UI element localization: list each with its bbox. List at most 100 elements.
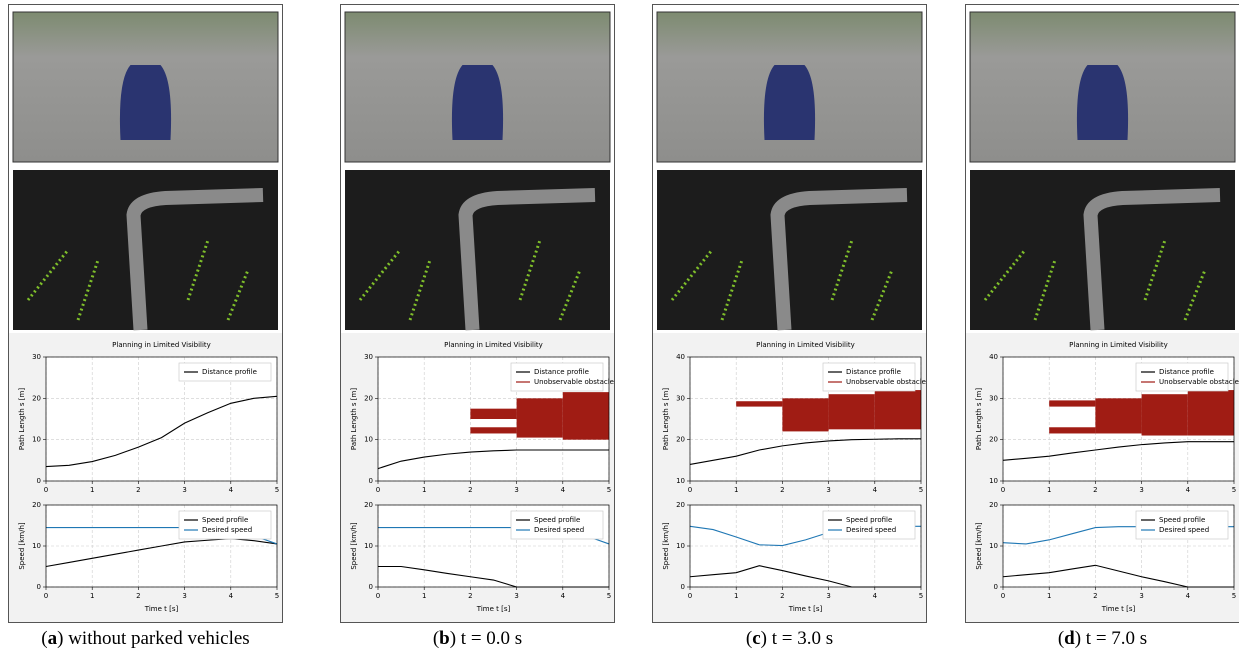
y-tick-label: 10: [676, 477, 685, 485]
y-tick-label: 10: [364, 542, 373, 550]
x-tick-label: 5: [275, 486, 279, 494]
y-tick-label: 0: [37, 477, 41, 485]
y-tick-label: 30: [989, 394, 998, 402]
y-tick-label: 0: [37, 583, 41, 591]
x-tick-label: 0: [376, 592, 380, 600]
y-axis-label: Path Length s [m]: [975, 388, 983, 450]
legend-label: Desired speed: [1159, 526, 1209, 534]
caption-part: ): [57, 628, 68, 649]
x-tick-label: 2: [780, 592, 784, 600]
y-axis-label: Speed [km/h]: [350, 522, 358, 570]
legend-label: Speed profile: [1159, 516, 1205, 524]
legend-label: Speed profile: [202, 516, 248, 524]
car: [1077, 65, 1128, 140]
legend-label: Unobservable obstacle: [1159, 378, 1239, 386]
x-tick-label: 4: [561, 592, 566, 600]
x-tick-label: 2: [136, 592, 140, 600]
legend-label: Distance profile: [202, 368, 257, 376]
x-tick-label: 1: [422, 592, 426, 600]
x-tick-label: 0: [1001, 592, 1005, 600]
x-tick-label: 5: [275, 592, 279, 600]
x-axis-label: Time t [s]: [788, 605, 823, 613]
y-tick-label: 10: [364, 436, 373, 444]
car: [120, 65, 171, 140]
y-tick-label: 20: [32, 394, 41, 402]
y-axis-label: Path Length s [m]: [18, 388, 26, 450]
y-tick-label: 10: [989, 477, 998, 485]
y-axis-label: Path Length s [m]: [662, 388, 670, 450]
legend-label: Unobservable obstacle: [846, 378, 926, 386]
chart-title: Planning in Limited Visibility: [112, 341, 211, 349]
x-tick-label: 1: [422, 486, 426, 494]
x-tick-label: 4: [561, 486, 566, 494]
x-axis-label: Time t [s]: [1101, 605, 1136, 613]
x-tick-label: 5: [607, 592, 611, 600]
x-tick-label: 4: [229, 486, 234, 494]
x-tick-label: 1: [1047, 486, 1051, 494]
y-axis-label: Speed [km/h]: [975, 522, 983, 570]
caption-part: ): [1075, 628, 1086, 649]
x-tick-label: 4: [229, 592, 234, 600]
x-tick-label: 4: [1186, 592, 1191, 600]
x-tick-label: 2: [1093, 592, 1097, 600]
caption-part: a: [48, 628, 58, 649]
caption-part: ): [450, 628, 461, 649]
obstacle: [1142, 394, 1188, 435]
obstacle: [517, 398, 563, 437]
caption: (d) t = 7.0 s: [1058, 628, 1147, 649]
caption: (c) t = 3.0 s: [746, 628, 833, 649]
obstacle: [875, 390, 921, 429]
y-tick-label: 20: [364, 501, 373, 509]
x-tick-label: 0: [44, 486, 48, 494]
chart-title: Planning in Limited Visibility: [756, 341, 855, 349]
y-tick-label: 40: [676, 353, 685, 361]
caption-part: without parked vehicles: [68, 628, 250, 649]
x-tick-label: 2: [136, 486, 140, 494]
caption-part: b: [439, 628, 450, 649]
x-tick-label: 5: [1232, 486, 1236, 494]
x-tick-label: 3: [182, 592, 186, 600]
y-tick-label: 0: [994, 583, 998, 591]
y-tick-label: 20: [676, 436, 685, 444]
y-tick-label: 20: [989, 436, 998, 444]
y-tick-label: 20: [32, 501, 41, 509]
obstacle: [1049, 400, 1095, 406]
caption-part: ): [761, 628, 772, 649]
caption-part: t = 3.0 s: [772, 628, 833, 649]
legend-label: Distance profile: [534, 368, 589, 376]
y-tick-label: 30: [676, 394, 685, 402]
x-tick-label: 2: [1093, 486, 1097, 494]
x-tick-label: 2: [780, 486, 784, 494]
x-tick-label: 3: [1139, 592, 1143, 600]
y-tick-label: 10: [32, 436, 41, 444]
caption: (b) t = 0.0 s: [433, 628, 522, 649]
y-tick-label: 20: [676, 501, 685, 509]
x-tick-label: 5: [1232, 592, 1236, 600]
x-tick-label: 1: [734, 592, 738, 600]
chart-title: Planning in Limited Visibility: [1069, 341, 1168, 349]
legend-label: Distance profile: [846, 368, 901, 376]
x-tick-label: 2: [468, 592, 472, 600]
caption-part: t = 0.0 s: [461, 628, 522, 649]
legend-label: Unobservable obstacle: [534, 378, 614, 386]
x-tick-label: 0: [688, 592, 692, 600]
y-tick-label: 20: [989, 501, 998, 509]
x-tick-label: 0: [44, 592, 48, 600]
obstacle: [1095, 398, 1141, 433]
y-tick-label: 10: [989, 542, 998, 550]
x-tick-label: 3: [514, 592, 518, 600]
obstacle: [470, 409, 516, 419]
caption: (a) without parked vehicles: [41, 628, 249, 649]
obstacle: [1188, 390, 1234, 435]
x-tick-label: 1: [1047, 592, 1051, 600]
legend-label: Desired speed: [846, 526, 896, 534]
x-tick-label: 1: [734, 486, 738, 494]
y-tick-label: 40: [989, 353, 998, 361]
x-tick-label: 0: [688, 486, 692, 494]
y-axis-label: Path Length s [m]: [350, 388, 358, 450]
legend-label: Distance profile: [1159, 368, 1214, 376]
obstacle: [736, 401, 782, 406]
legend-label: Desired speed: [534, 526, 584, 534]
y-tick-label: 30: [32, 353, 41, 361]
x-tick-label: 3: [826, 592, 830, 600]
